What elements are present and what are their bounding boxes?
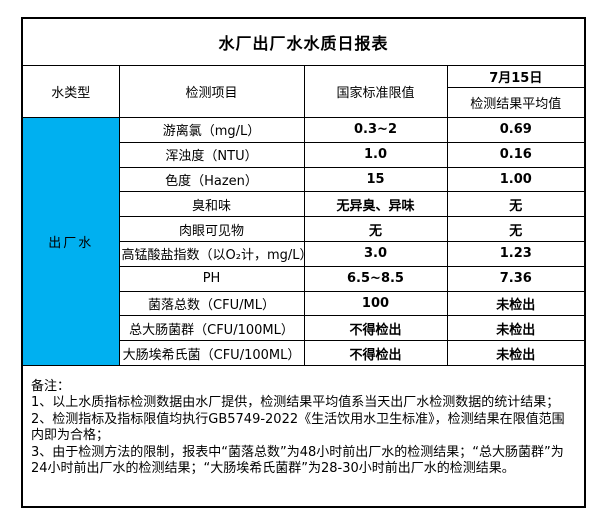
result-cell: 1.00	[446, 166, 586, 193]
limit-cell: 1.0	[303, 141, 448, 168]
table-row: 浑浊度（NTU） 1.0 0.16	[22, 141, 586, 168]
result-cell: 0.69	[446, 117, 586, 143]
table-row: 大肠埃希氏菌（CFU/100ML） 不得检出 未检出	[22, 340, 586, 366]
limit-cell: 15	[303, 166, 448, 193]
header-subrow: 检测结果平均值	[22, 87, 586, 118]
result-cell: 7.36	[446, 265, 586, 292]
water-type-cell: 出厂水	[21, 117, 120, 366]
table-row: 出厂水 游离氯（mg/L） 0.3~2 0.69	[21, 117, 586, 366]
item-cell: 肉眼可见物	[118, 216, 305, 242]
limit-cell: 0.3~2	[303, 117, 448, 143]
result-cell: 0.16	[446, 141, 586, 168]
notes-row: 备注： 1、以上水质指标检测数据由水厂提供，检测结果平均值系当天出厂水检测数据的…	[21, 364, 586, 508]
table-row: PH 6.5~8.5 7.36	[22, 265, 586, 292]
table-row: 总大肠菌群（CFU/100ML） 不得检出 未检出	[22, 315, 586, 342]
note-line-2: 2、检测指标及指标限值均执行GB5749-2022《生活饮用水卫生标准》，检测结…	[31, 411, 565, 444]
item-cell: 大肠埃希氏菌（CFU/100ML）	[118, 340, 305, 366]
table-row: 色度（Hazen） 15 1.00	[22, 166, 586, 193]
notes-label: 备注：	[31, 378, 71, 394]
item-cell: 色度（Hazen）	[118, 166, 305, 193]
header-row: 水类型 检测项目 国家标准限值 7月15日	[21, 65, 586, 118]
table-row: 高锰酸盐指数（以O₂计，mg/L） 3.0 1.23	[22, 240, 586, 267]
water-quality-table: 水厂出厂水水质日报表 水类型 检测项目 国家标准限值 7月15日 检测结果平均值…	[21, 17, 587, 508]
header-avg-result: 检测结果平均值	[446, 87, 586, 118]
item-cell: 浑浊度（NTU）	[118, 141, 305, 168]
item-cell: 高锰酸盐指数（以O₂计，mg/L）	[118, 240, 305, 267]
limit-cell: 不得检出	[303, 315, 448, 342]
limit-cell: 6.5~8.5	[303, 265, 448, 292]
note-line-3: 3、由于检测方法的限制，报表中“菌落总数”为48小时前出厂水的检测结果；“总大肠…	[31, 444, 564, 477]
limit-cell: 不得检出	[303, 340, 448, 366]
page-title: 水厂出厂水水质日报表	[21, 17, 586, 66]
header-date: 7月15日	[446, 65, 586, 88]
limit-cell: 无	[303, 216, 448, 242]
result-cell: 无	[446, 191, 586, 218]
result-cell: 1.23	[446, 240, 586, 267]
item-cell: PH	[118, 265, 305, 292]
limit-cell: 100	[303, 290, 448, 317]
limit-cell: 无异臭、异味	[303, 191, 448, 218]
item-cell: 游离氯（mg/L）	[118, 117, 305, 143]
notes-cell: 备注： 1、以上水质指标检测数据由水厂提供，检测结果平均值系当天出厂水检测数据的…	[21, 364, 586, 508]
header-test-item: 检测项目	[118, 65, 305, 118]
table-row: 菌落总数（CFU/ML） 100 未检出	[22, 290, 586, 317]
limit-cell: 3.0	[303, 240, 448, 267]
result-cell: 无	[446, 216, 586, 242]
result-cell: 未检出	[446, 290, 586, 317]
item-cell: 臭和味	[118, 191, 305, 218]
table-row: 肉眼可见物 无 无	[22, 216, 586, 242]
item-cell: 菌落总数（CFU/ML）	[118, 290, 305, 317]
result-cell: 未检出	[446, 315, 586, 342]
header-standard-limit: 国家标准限值	[303, 65, 448, 118]
table-row: 臭和味 无异臭、异味 无	[22, 191, 586, 218]
item-cell: 总大肠菌群（CFU/100ML）	[118, 315, 305, 342]
title-row: 水厂出厂水水质日报表	[21, 17, 586, 66]
result-cell: 未检出	[446, 340, 586, 366]
header-water-type: 水类型	[21, 65, 120, 118]
note-line-1: 1、以上水质指标检测数据由水厂提供，检测结果平均值系当天出厂水检测数据的统计结果…	[31, 395, 560, 411]
